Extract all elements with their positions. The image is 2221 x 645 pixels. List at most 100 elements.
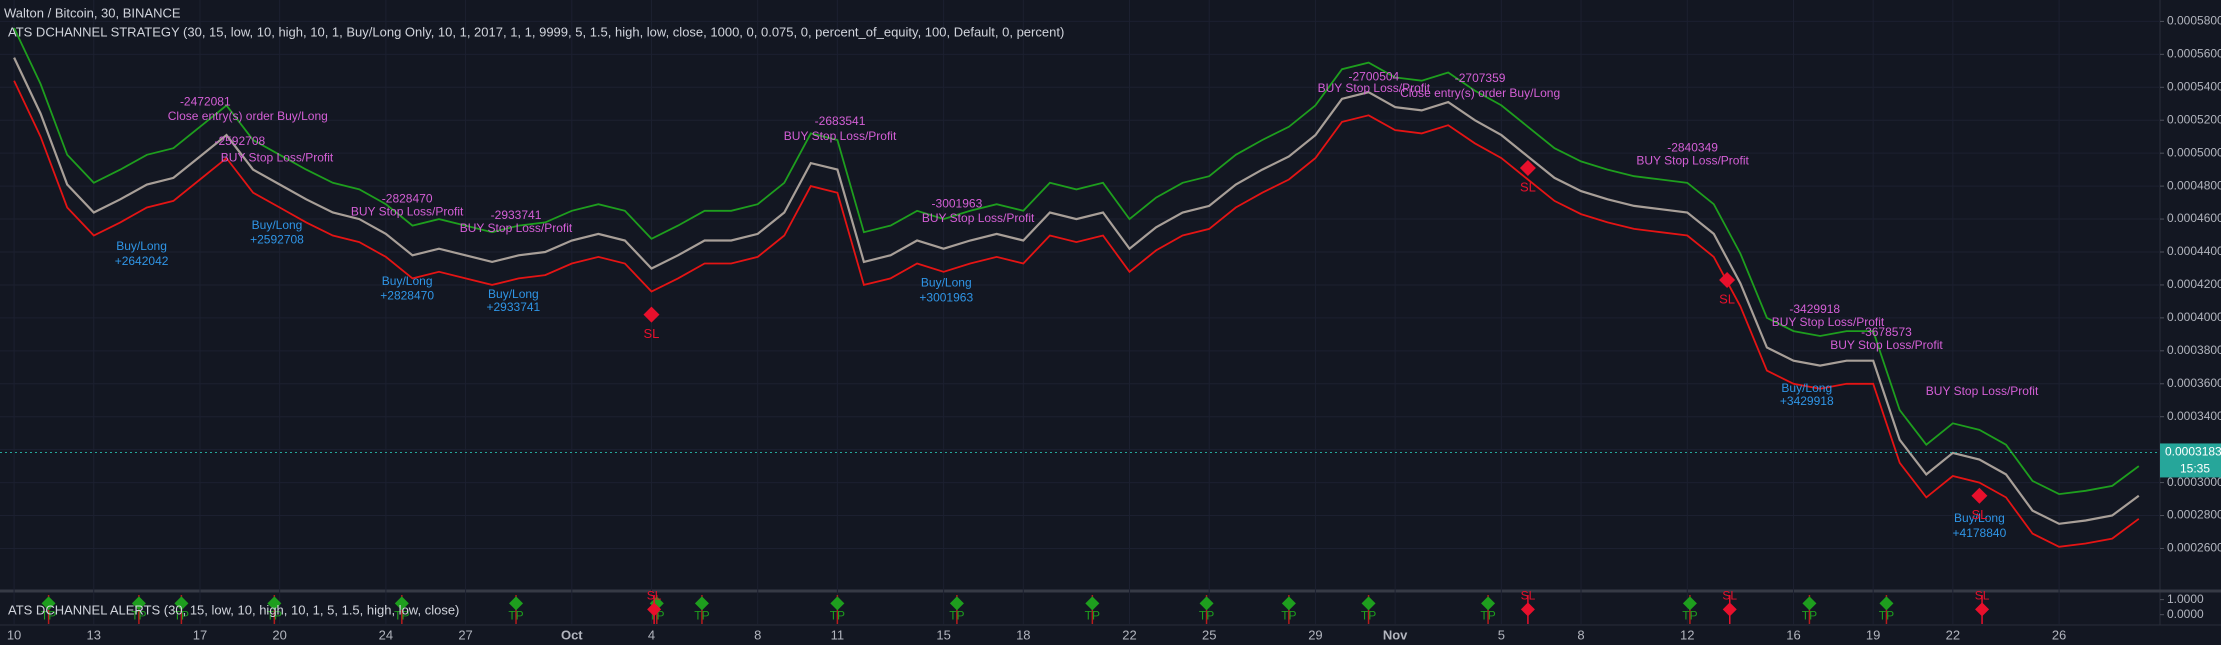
- x-tick-label: 8: [754, 627, 761, 642]
- trade-label: BUY Stop Loss/Profit: [351, 205, 464, 219]
- x-tick-label: 13: [87, 627, 101, 642]
- alert-diamond: [949, 596, 964, 611]
- axes: 0.0005800 0.0005600 0.0005400 0.0005200 0.00…: [7, 14, 2221, 642]
- trade-label: Buy/Long: [488, 287, 539, 301]
- trade-label: Close entry(s) order Buy/Long: [1400, 86, 1560, 100]
- trade-label: -2828470: [382, 191, 433, 205]
- alert-diamond: [394, 596, 409, 611]
- y-tick-label: 0.0004600: [2167, 211, 2221, 225]
- trade-label: Buy/Long: [1781, 381, 1832, 395]
- alert-diamond: [694, 596, 709, 611]
- x-tick-label: 18: [1016, 627, 1030, 642]
- alert-diamond: [1682, 596, 1697, 611]
- x-tick-label: Oct: [561, 627, 583, 642]
- strategy-title: ATS DCHANNEL STRATEGY (30, 15, low, 10, …: [8, 24, 1064, 39]
- alert-diamond: [1199, 596, 1214, 611]
- alert-diamond: [509, 596, 524, 611]
- x-tick-label: 4: [648, 627, 655, 642]
- alert-label: TP: [394, 609, 409, 623]
- series-line: [13, 80, 2140, 548]
- alert-diamond: [1802, 596, 1817, 611]
- alert-label: TP: [1480, 609, 1495, 623]
- trade-label: +2828470: [380, 289, 434, 303]
- alert-label: TP: [830, 609, 845, 623]
- alert-label: TP: [1879, 609, 1894, 623]
- trade-label: -2683541: [815, 114, 866, 128]
- alert-label: TP: [1682, 609, 1697, 623]
- last-price-label: 0.0003183: [2165, 445, 2221, 459]
- x-tick-label: 27: [458, 627, 472, 642]
- trade-label: Buy/Long: [382, 274, 433, 288]
- alert-diamond: [1879, 596, 1894, 611]
- alert-diamond: [41, 596, 56, 611]
- trade-label: -2707359: [1455, 71, 1506, 85]
- sl-marker: [1971, 487, 1988, 504]
- trade-label: Buy/Long: [921, 275, 972, 289]
- x-tick-label: 17: [193, 627, 207, 642]
- x-tick-label: 19: [1866, 627, 1880, 642]
- trade-label: -2592708: [214, 134, 265, 148]
- trade-label: BUY Stop Loss/Profit: [1830, 338, 1943, 352]
- trade-label: -2840349: [1667, 140, 1718, 154]
- alert-label: TP: [174, 609, 189, 623]
- last-price-box: [2160, 443, 2221, 478]
- x-tick-label: 24: [379, 627, 393, 642]
- alert-label: TP: [1199, 609, 1214, 623]
- x-tick-label: 26: [2052, 627, 2066, 642]
- alert-diamond: [1481, 596, 1496, 611]
- y-tick-label: 0.0002800: [2167, 508, 2221, 522]
- x-tick-label: 8: [1577, 627, 1584, 642]
- trade-label: +3001963: [919, 290, 973, 304]
- alert-diamond: [1281, 596, 1296, 611]
- alert-diamond: [131, 596, 146, 611]
- y-tick-label: 0.0004800: [2167, 178, 2221, 192]
- alert-diamond: [1975, 602, 1990, 617]
- trade-label: -2700504: [1349, 70, 1400, 84]
- x-tick-label: 15: [936, 627, 950, 642]
- alert-diamond: [1520, 602, 1535, 617]
- trade-label: BUY Stop Loss/Profit: [1772, 315, 1885, 329]
- trade-label: BUY Stop Loss/Profit: [460, 221, 573, 235]
- sl-label: SL: [644, 326, 660, 341]
- y-tick-label: 0.0005800: [2167, 14, 2221, 28]
- alert-label: TP: [41, 609, 56, 623]
- y-tick-label: 0.0004400: [2167, 244, 2221, 258]
- y-tick-label: 0.0005400: [2167, 79, 2221, 93]
- x-tick-label: 22: [1946, 627, 1960, 642]
- sl-marker: [1719, 272, 1736, 288]
- trade-label: BUY Stop Loss/Profit: [1636, 154, 1749, 168]
- alert-diamond: [647, 602, 662, 617]
- y-tick-label: 0.0000: [2167, 607, 2204, 621]
- y-tick-label: 0.0004000: [2167, 310, 2221, 324]
- alert-label: TP: [508, 609, 523, 623]
- sl-label: SL: [1719, 291, 1735, 306]
- y-tick-label: 1.0000: [2167, 592, 2204, 606]
- x-tick-label: 29: [1308, 627, 1322, 642]
- trade-label: -2472081: [180, 94, 231, 108]
- alert-label: SL: [647, 589, 662, 603]
- trade-label: -3429918: [1789, 302, 1840, 316]
- trade-label: Buy/Long: [252, 218, 303, 232]
- alert-label: TP: [1281, 609, 1296, 623]
- trade-label: BUY Stop Loss/Profit: [1318, 81, 1431, 95]
- x-tick-label: 20: [272, 627, 286, 642]
- sl-marker: [1519, 160, 1536, 176]
- y-tick-label: 0.0005600: [2167, 47, 2221, 61]
- x-tick-label: 25: [1202, 627, 1216, 642]
- alert-label: SL: [1975, 589, 1990, 603]
- sl-marker: [643, 306, 660, 323]
- x-tick-label: 10: [7, 627, 21, 642]
- trade-label: +2642042: [115, 254, 169, 268]
- x-tick-label: 5: [1498, 627, 1505, 642]
- trade-label: BUY Stop Loss/Profit: [1926, 384, 2039, 398]
- alerts-title: ATS DCHANNEL ALERTS (30, 15, low, 10, hi…: [8, 602, 459, 617]
- trade-label: -3001963: [932, 196, 983, 210]
- y-tick-label: 0.0004200: [2167, 277, 2221, 291]
- alert-diamond: [1361, 596, 1376, 611]
- plot: -2472081 Close entry(s) order Buy/Long -25…: [0, 27, 2160, 548]
- alert-diamond: [1085, 596, 1100, 611]
- alert-diamond: [267, 596, 282, 611]
